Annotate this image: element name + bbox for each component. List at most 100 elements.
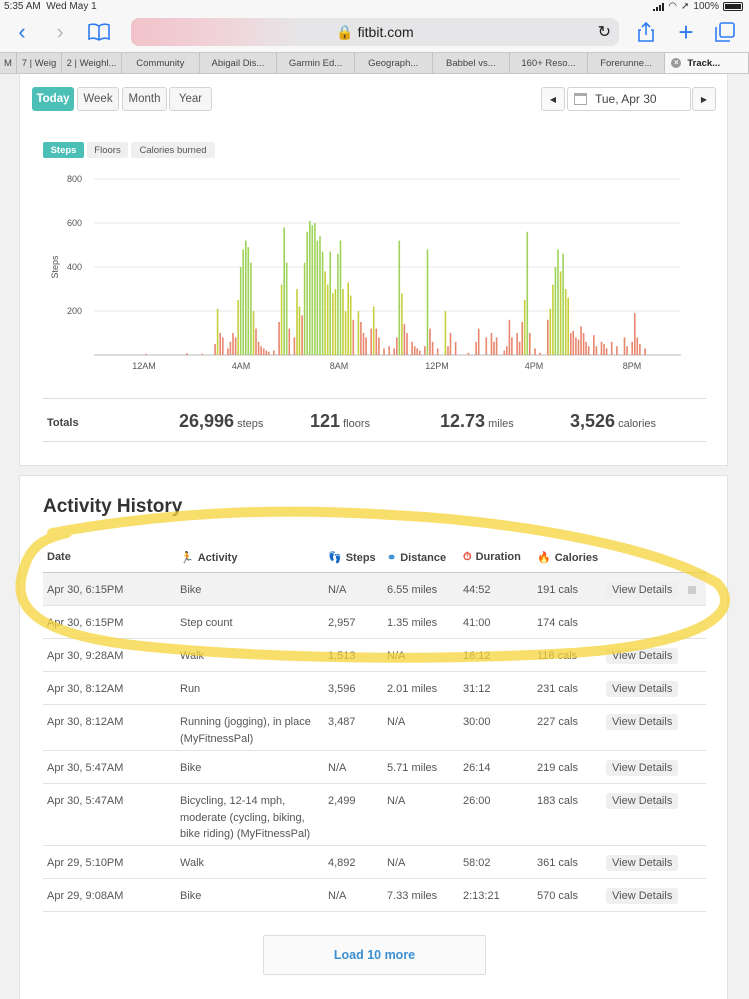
chart-bar — [511, 337, 513, 355]
close-tab-icon[interactable]: × — [671, 58, 682, 68]
activity-chart-card: Today Week Month Year ◀ Tue, Apr 30 ▶ St… — [19, 74, 728, 466]
view-details-button[interactable]: View Details — [606, 714, 679, 730]
chart-bar — [401, 293, 403, 355]
view-details-button[interactable]: View Details — [606, 888, 679, 904]
chart-bar — [349, 295, 352, 355]
chart-bar — [582, 333, 585, 355]
chart-bar — [564, 289, 567, 355]
chart-bar — [242, 249, 244, 355]
tab-1[interactable]: 7 | Weig — [17, 53, 62, 73]
date-value: Tue, Apr 30 — [595, 92, 657, 106]
metric-tab-floors[interactable]: Floors — [87, 142, 128, 158]
tab-2[interactable]: 2 | Weighl... — [62, 53, 122, 73]
view-details-button[interactable]: View Details — [606, 855, 679, 871]
cell-steps: 4,892 — [328, 857, 356, 869]
cell-calories: 361 cals — [537, 857, 578, 869]
col-date: Date — [47, 551, 71, 563]
cell-activity: Walk — [180, 857, 205, 869]
share-icon[interactable] — [632, 18, 660, 46]
tab-4[interactable]: Abigail Dis... — [200, 53, 278, 73]
chart-bar — [219, 333, 221, 355]
chart-bar — [559, 271, 562, 355]
chart-bar — [347, 282, 349, 355]
chart-bar — [388, 346, 390, 355]
chart-bar — [232, 333, 234, 355]
chart-bar — [234, 337, 237, 355]
chart-bar — [623, 337, 626, 355]
totals-label: Totals — [47, 417, 79, 429]
forward-icon[interactable]: › — [56, 19, 64, 44]
cell-activity: Running (jogging), in place (MyFitnessPa… — [180, 716, 311, 745]
table-row: Apr 30, 8:12AM Run 3,596 2.01 miles 31:12 231… — [43, 672, 706, 705]
chart-bar — [426, 249, 429, 355]
reload-icon[interactable]: ↻ — [597, 24, 611, 41]
table-row: Apr 30, 9:28AM Walk 1,513 N/A 16:12 118 cals V… — [43, 639, 706, 672]
range-year-button[interactable]: Year — [169, 87, 212, 111]
cell-distance: N/A — [387, 650, 406, 662]
next-day-button[interactable]: ▶ — [692, 87, 716, 111]
tab-3[interactable]: Community — [122, 53, 200, 73]
metric-tab-calories[interactable]: Calories burned — [131, 142, 215, 158]
view-details-button[interactable]: View Details — [606, 582, 679, 598]
tab-6[interactable]: Geograph... — [355, 53, 433, 73]
chart-bar — [603, 344, 605, 355]
chart-bar — [477, 328, 480, 355]
cell-date: Apr 30, 8:12AM — [47, 683, 124, 695]
metric-tab-steps[interactable]: Steps — [43, 142, 84, 158]
battery-icon — [723, 2, 743, 11]
cell-duration: 16:12 — [463, 650, 491, 662]
view-details-button[interactable]: View Details — [606, 648, 679, 664]
chart-bar — [447, 346, 449, 355]
tab-0[interactable]: M — [0, 53, 17, 73]
timer-icon: ⏱ — [463, 551, 472, 563]
prev-day-button[interactable]: ◀ — [541, 87, 565, 111]
wifi-icon: ◠ — [668, 1, 678, 12]
view-details-button[interactable]: View Details — [606, 681, 679, 697]
new-tab-icon[interactable]: + — [678, 16, 694, 47]
tab-8[interactable]: 160+ Reso... — [510, 53, 588, 73]
cell-date: Apr 30, 6:15PM — [47, 584, 124, 596]
chart-bar — [516, 333, 518, 355]
cell-date: Apr 30, 6:15PM — [47, 617, 124, 629]
date-picker[interactable]: Tue, Apr 30 — [567, 87, 691, 111]
tab-7[interactable]: Babbel vs... — [433, 53, 511, 73]
tabs-icon[interactable] — [711, 18, 739, 46]
chart-bar — [273, 350, 275, 355]
tab-5[interactable]: Garmin Ed... — [277, 53, 355, 73]
cell-activity: Bike — [180, 584, 202, 596]
total-miles: 12.73 miles — [440, 411, 514, 431]
range-week-button[interactable]: Week — [77, 87, 119, 111]
tab-9[interactable]: Forerunne... — [588, 53, 666, 73]
chart-bar — [406, 333, 408, 355]
chart-bar — [444, 311, 447, 355]
load-more-button[interactable]: Load 10 more — [263, 935, 486, 975]
chart-bar — [600, 341, 603, 355]
range-today-button[interactable]: Today — [32, 87, 74, 111]
x-tick-label: 4PM — [525, 361, 544, 371]
col-calories: 🔥 Calories — [537, 552, 599, 564]
cell-distance: 5.71 miles — [387, 762, 438, 774]
chart-bar — [255, 328, 257, 355]
steps-chart: 200400600800Steps12AM4AM8AM12PM4PM8PM11P… — [50, 174, 681, 371]
bookmarks-icon[interactable] — [85, 18, 113, 46]
total-calories: 3,526 calories — [570, 411, 657, 431]
tab-active[interactable]: × Track... — [665, 53, 749, 73]
chart-bar — [490, 333, 493, 355]
cell-calories: 219 cals — [537, 762, 578, 774]
view-details-button[interactable]: View Details — [606, 793, 679, 809]
chart-bar — [186, 353, 188, 355]
back-icon[interactable]: ‹ — [18, 19, 26, 44]
chart-bar — [403, 324, 406, 355]
cell-activity: Bike — [180, 890, 202, 902]
trash-icon[interactable] — [688, 586, 696, 594]
cell-date: Apr 29, 9:08AM — [47, 890, 124, 902]
cell-steps: 2,499 — [328, 795, 356, 807]
status-icons: ◠ ➚ 100% — [653, 1, 743, 12]
chart-bar — [575, 337, 577, 355]
chart-bar — [639, 344, 641, 355]
chart-bar — [431, 341, 434, 355]
chart-bar — [352, 319, 355, 355]
view-details-button[interactable]: View Details — [606, 760, 679, 776]
address-bar[interactable]: 🔒 fitbit.com ↻ — [131, 18, 619, 46]
range-month-button[interactable]: Month — [122, 87, 167, 111]
